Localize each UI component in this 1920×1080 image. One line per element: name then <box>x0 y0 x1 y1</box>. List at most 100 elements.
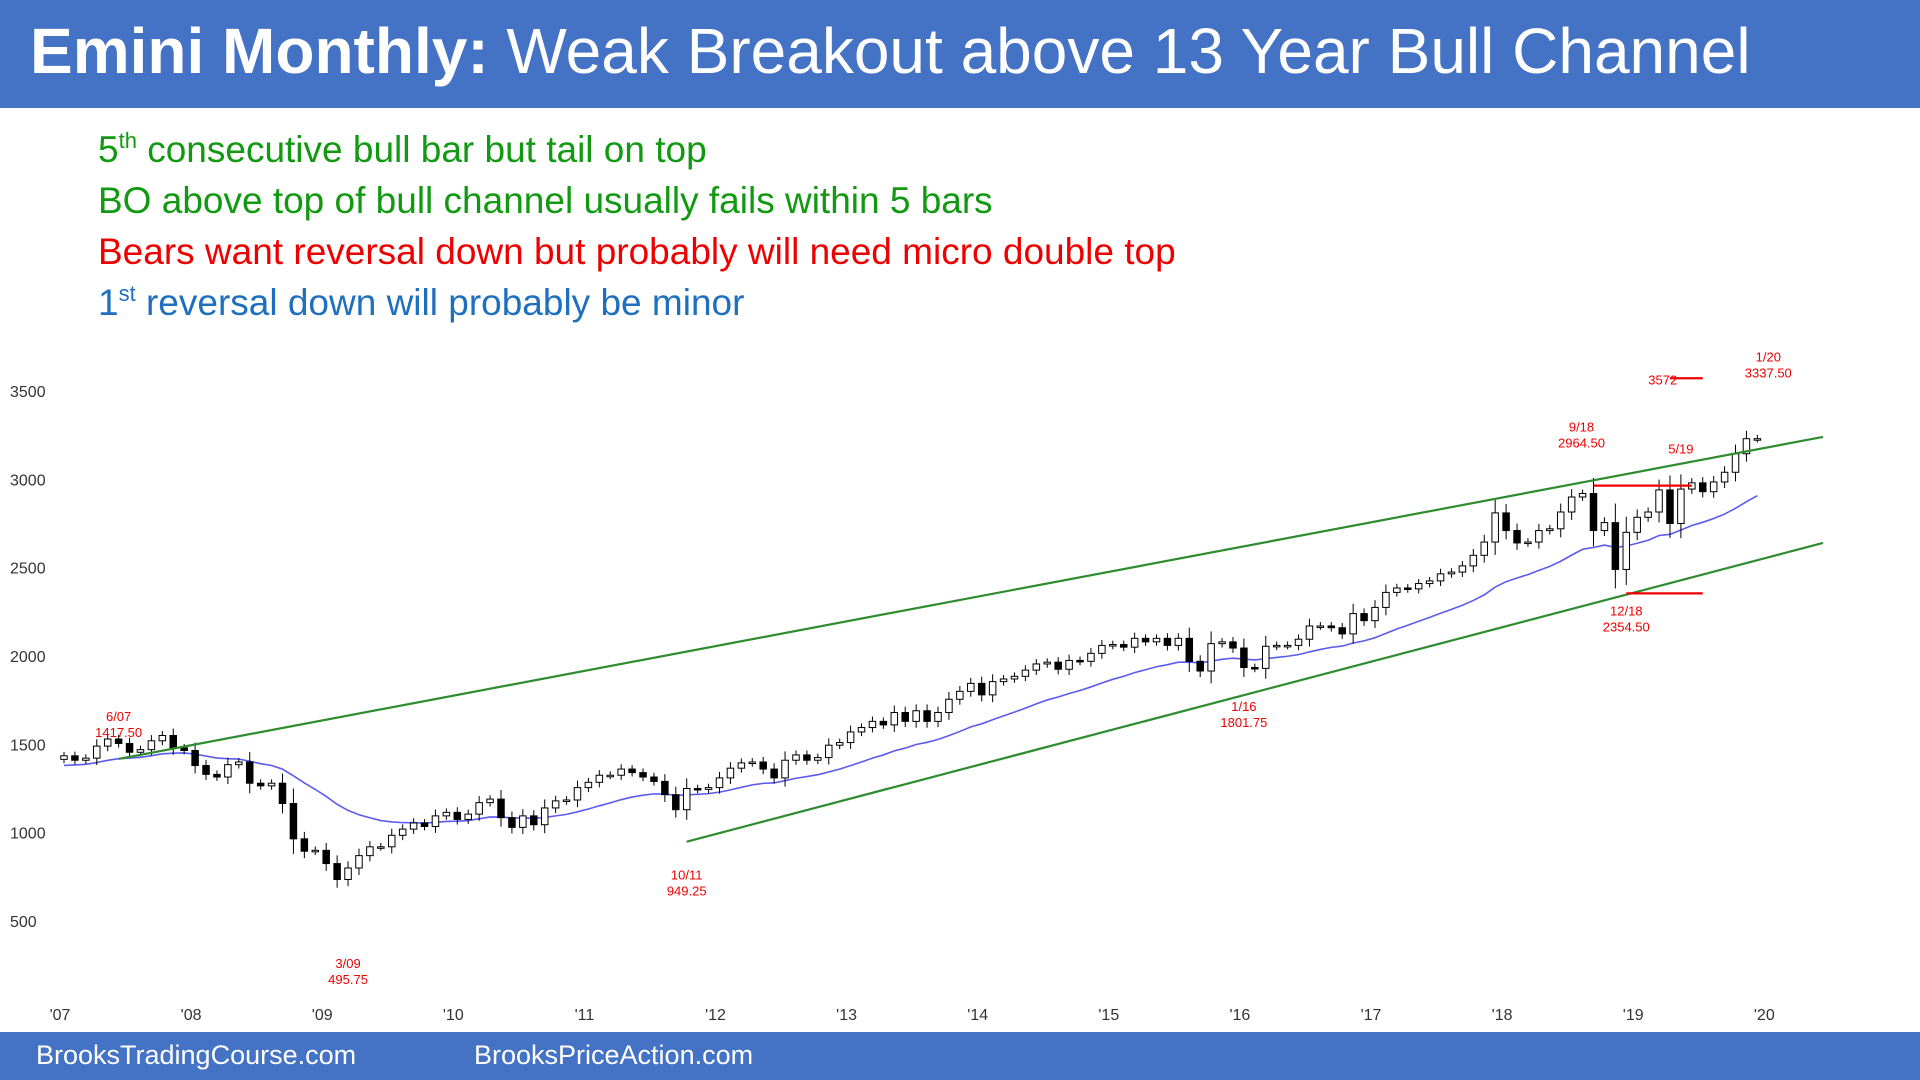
footer-left-link[interactable]: BrooksTradingCourse.com <box>36 1040 357 1070</box>
bull-candle <box>1032 663 1041 671</box>
bear-candle <box>661 780 669 796</box>
bull-candle <box>857 727 866 733</box>
bear-candle <box>71 755 79 761</box>
channel-line-upper <box>118 435 1824 760</box>
bear-candle <box>420 822 429 827</box>
bull-candle <box>1655 489 1663 513</box>
bear-candle <box>1185 637 1194 662</box>
bear-candle <box>1141 637 1150 643</box>
bull-candle <box>1458 565 1467 573</box>
bull-candle <box>1491 512 1499 543</box>
bull-candle <box>442 811 451 817</box>
annotation-date-label: 6/07 <box>106 709 131 724</box>
bull-candle <box>1393 587 1401 593</box>
bull-candle <box>704 787 713 790</box>
bull-candle <box>748 761 757 764</box>
bear-candle <box>628 768 636 774</box>
bull-candle <box>486 798 494 804</box>
annotation-date-label: 10/11 <box>671 868 703 883</box>
bull-candle <box>267 782 276 787</box>
bull-candle <box>726 767 735 779</box>
y-tick-label: 2500 <box>10 561 46 578</box>
bear-candle <box>759 761 767 770</box>
bull-candle <box>956 690 964 700</box>
bear-candle <box>1054 661 1062 670</box>
bull-candle <box>1021 669 1030 677</box>
x-tick-label: '10 <box>443 1007 464 1024</box>
bear-candle <box>977 682 986 696</box>
annotation-date-label: 9/18 <box>1569 420 1594 435</box>
note-2: BO above top of bull channel usually fai… <box>98 180 993 221</box>
bull-candle <box>235 761 243 766</box>
note-1: 5th consecutive bull bar but tail on top <box>98 128 707 170</box>
bear-candle <box>213 773 221 778</box>
bear-candle <box>1196 660 1204 672</box>
bull-candle <box>1447 571 1456 575</box>
annotation-price-label: 1801.75 <box>1220 715 1267 730</box>
bear-candle <box>497 798 505 819</box>
x-tick-label: '07 <box>50 1007 71 1024</box>
note-3: Bears want reversal down but probably wi… <box>98 231 1176 272</box>
bear-candle <box>1163 637 1172 646</box>
bull-candle <box>1262 645 1270 669</box>
bull-candle <box>464 813 472 820</box>
bull-candle <box>1709 481 1718 493</box>
bear-candle <box>1513 530 1521 544</box>
bull-candle <box>1644 511 1652 518</box>
y-tick-label: 3500 <box>10 384 46 401</box>
title-rest: Weak Breakout above 13 Year Bull Channel <box>506 15 1751 87</box>
bull-candle <box>409 822 418 830</box>
bull-candle <box>945 698 953 714</box>
bear-candle <box>693 788 702 791</box>
bear-candle <box>256 782 265 787</box>
bear-candle <box>901 712 909 722</box>
bear-candle <box>923 710 931 722</box>
channel-line-lower <box>686 541 1824 843</box>
bear-candle <box>639 772 647 778</box>
bull-candle <box>890 712 899 726</box>
bull-candle <box>1556 511 1565 530</box>
bear-candle <box>650 776 658 782</box>
bull-candle <box>825 744 833 759</box>
bear-candle <box>803 754 811 761</box>
bear-candle <box>879 720 888 726</box>
bear-candle <box>1611 522 1620 570</box>
bull-candle <box>1087 652 1095 662</box>
x-tick-label: '15 <box>1098 1007 1119 1024</box>
y-tick-label: 1500 <box>10 737 46 754</box>
bull-candle <box>1535 530 1543 543</box>
bull-candle <box>1480 541 1488 556</box>
bull-candle <box>1207 643 1215 672</box>
bull-candle <box>1272 644 1281 648</box>
bull-candle <box>93 745 101 759</box>
bull-candle <box>1010 675 1019 680</box>
annotation-date-label: 3572 <box>1648 372 1677 387</box>
bull-candle <box>1283 644 1292 648</box>
annotation-price-label: 3337.50 <box>1745 366 1792 381</box>
bull-candle <box>1753 438 1762 441</box>
bear-candle <box>1502 512 1510 532</box>
y-tick-label: 2000 <box>10 649 46 666</box>
bear-candle <box>333 863 341 880</box>
bull-candle <box>606 774 614 778</box>
x-tick-label: '16 <box>1229 1007 1250 1024</box>
bear-candle <box>180 747 188 752</box>
bear-candle <box>508 817 516 828</box>
bear-candle <box>1327 625 1336 629</box>
bull-candle <box>1677 488 1685 525</box>
bull-candle <box>551 800 560 809</box>
bear-candle <box>672 794 680 811</box>
bull-candle <box>398 828 407 836</box>
bull-candle <box>846 731 855 744</box>
bull-candle <box>781 759 789 779</box>
bull-candle <box>1622 531 1631 570</box>
bull-candle <box>988 681 997 696</box>
bull-candle <box>715 777 724 789</box>
bull-candle <box>1098 644 1106 654</box>
bull-candle <box>912 710 920 722</box>
footer-right-link[interactable]: BrooksPriceAction.com <box>474 1040 754 1070</box>
x-tick-label: '11 <box>575 1007 595 1024</box>
bear-candle <box>125 742 134 753</box>
bull-candle <box>1731 453 1740 473</box>
x-tick-label: '20 <box>1754 1007 1775 1024</box>
